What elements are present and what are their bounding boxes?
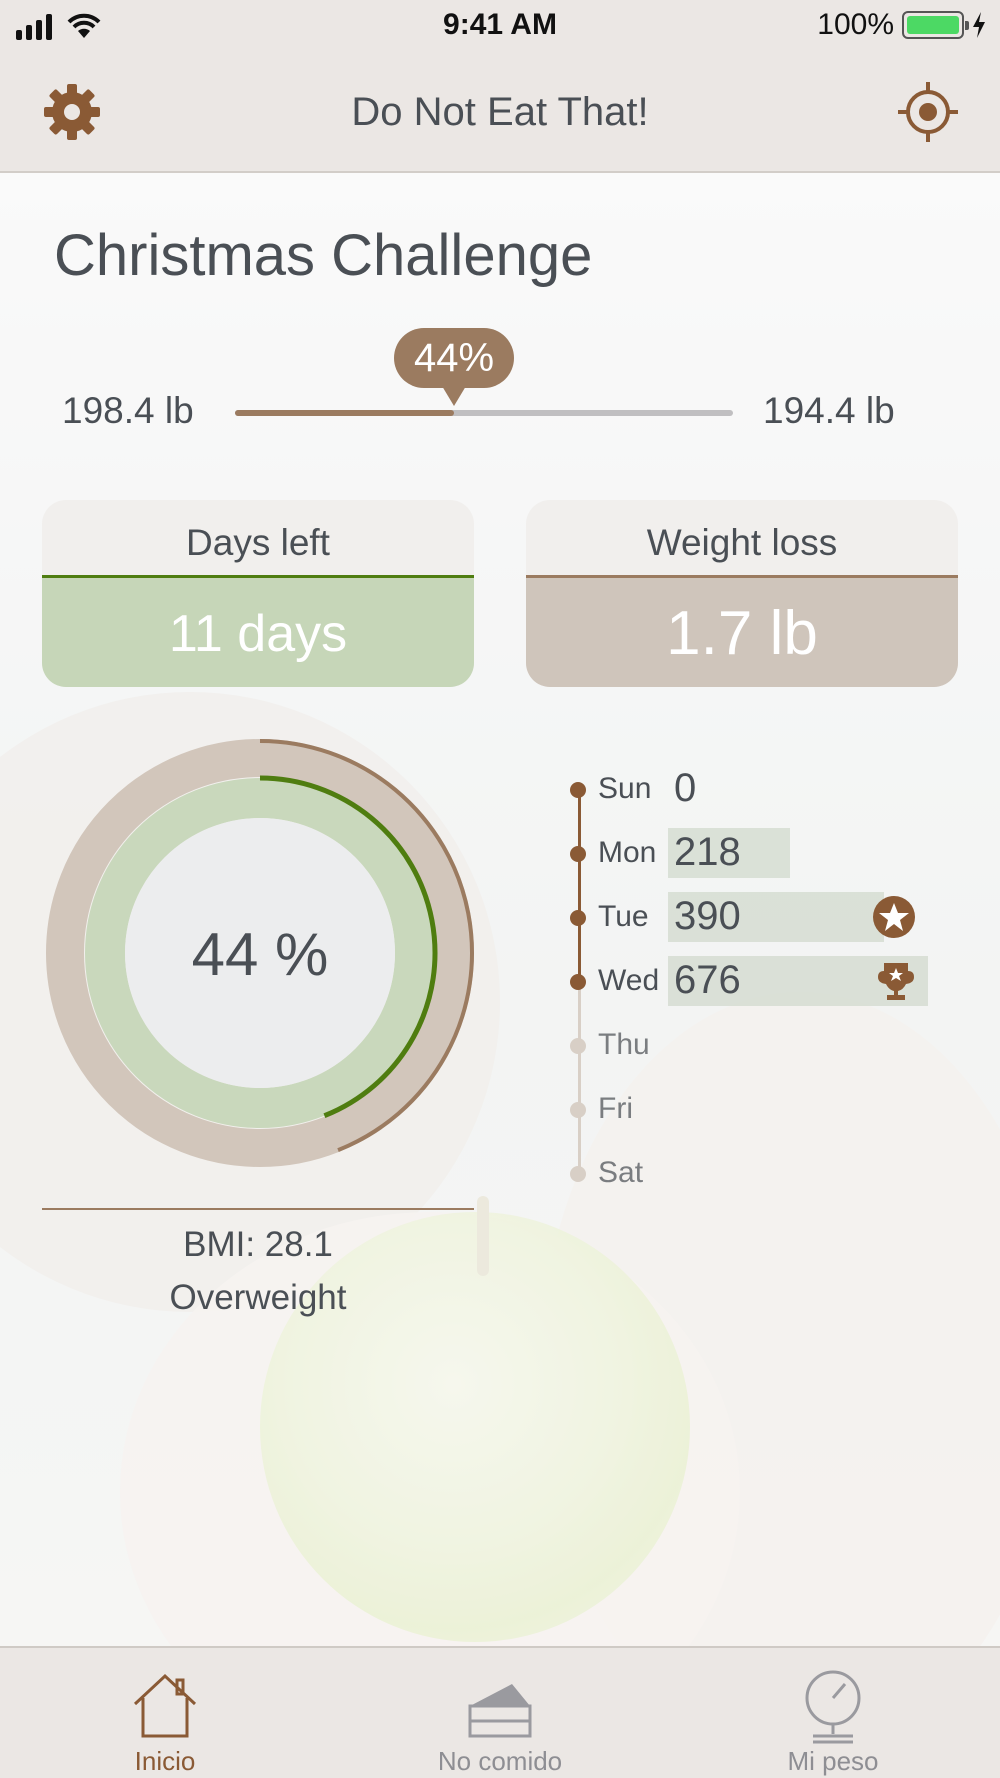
timeline-dot — [570, 974, 586, 990]
tab-no-comido-label: No comido — [437, 1746, 563, 1776]
timeline-dot — [570, 1038, 586, 1054]
weight-progress-fill — [235, 410, 454, 416]
days-left-label: Days left — [42, 500, 474, 578]
timeline-day-label: Thu — [598, 1028, 650, 1061]
days-left-card: Days left 11 days — [42, 500, 474, 687]
tab-mi-peso-label: Mi peso — [787, 1746, 879, 1776]
scale-icon — [805, 1670, 861, 1744]
timeline-value: 218 — [674, 830, 741, 874]
status-bar-left — [16, 12, 102, 40]
tab-inicio[interactable]: Inicio — [55, 1648, 275, 1778]
challenge-title: Christmas Challenge — [54, 223, 593, 288]
timeline-row-tue: Tue 390 — [568, 892, 948, 942]
progress-bubble: 44% — [394, 328, 514, 406]
progress-ring — [46, 739, 474, 1167]
background-photo — [0, 172, 1000, 1646]
bmi-divider — [42, 1208, 474, 1210]
timeline-dot — [570, 846, 586, 862]
star-badge-icon — [873, 896, 915, 938]
gear-icon[interactable] — [40, 80, 104, 144]
weight-loss-card: Weight loss 1.7 lb — [526, 500, 958, 687]
ring-outer-track — [46, 739, 474, 1167]
progress-bubble-tip — [442, 386, 466, 406]
battery-percent: 100% — [817, 8, 894, 41]
timeline-row-sun: Sun 0 — [568, 764, 948, 814]
bmi-value: BMI: 28.1 — [183, 1225, 333, 1264]
progress-bubble-label: 44% — [413, 336, 495, 380]
timeline-value: 390 — [674, 894, 741, 938]
battery-icon — [902, 11, 969, 39]
weight-progress-track — [235, 410, 733, 416]
target-icon[interactable] — [896, 80, 960, 144]
timeline-value: 0 — [674, 766, 697, 810]
status-bar: 9:41 AM 100% — [0, 0, 1000, 56]
timeline-row-wed: Wed 676 — [568, 956, 948, 1006]
timeline-day-label: Tue — [598, 900, 649, 933]
timeline-day-label: Wed — [598, 964, 660, 997]
status-time: 9:41 AM — [443, 8, 557, 41]
ring-outer-arc — [259, 739, 474, 1152]
ring-center — [125, 818, 395, 1088]
timeline-value: 676 — [674, 958, 741, 1002]
status-bar-right: 100% — [817, 8, 986, 42]
ring-inner-track — [85, 778, 435, 1128]
weight-loss-label: Weight loss — [526, 500, 958, 578]
timeline-day-label: Sat — [598, 1156, 644, 1189]
home-icon — [133, 1673, 197, 1738]
ring-percent-label: 44 % — [191, 921, 329, 988]
navigation-bar: Do Not Eat That! — [0, 56, 1000, 173]
cake-icon — [468, 1684, 532, 1738]
background-apple-stem — [477, 1196, 489, 1276]
timeline-dot — [570, 782, 586, 798]
timeline-dot — [570, 1102, 586, 1118]
target-weight: 194.4 lb — [763, 390, 895, 431]
tab-inicio-label: Inicio — [134, 1746, 196, 1776]
timeline-day-label: Sun — [598, 772, 652, 805]
timeline-value-bar — [668, 828, 790, 878]
page-title: Do Not Eat That! — [351, 90, 649, 134]
timeline-row-mon: Mon 218 — [568, 828, 948, 878]
charging-icon — [973, 12, 985, 38]
timeline-value-bar — [668, 892, 884, 942]
timeline-dot — [570, 1166, 586, 1182]
signal-icon — [16, 12, 52, 40]
timeline-row-thu: Thu — [568, 1020, 948, 1070]
days-left-value: 11 days — [42, 578, 474, 687]
wifi-icon — [67, 13, 101, 38]
timeline-row-fri: Fri — [568, 1084, 948, 1134]
tab-bar: Inicio No comido Mi peso — [0, 1646, 1000, 1778]
tab-no-comido[interactable]: No comido — [390, 1648, 610, 1778]
timeline-day-label: Mon — [598, 836, 657, 869]
background-apple — [260, 1212, 690, 1642]
bmi-category: Overweight — [169, 1278, 347, 1317]
trophy-badge-icon — [878, 963, 914, 1000]
timeline-line-completed — [578, 790, 581, 986]
timeline-day-label: Fri — [598, 1092, 633, 1125]
weight-loss-value: 1.7 lb — [526, 578, 958, 687]
tab-mi-peso[interactable]: Mi peso — [723, 1648, 943, 1778]
timeline-dot — [570, 910, 586, 926]
timeline-row-sat: Sat — [568, 1148, 948, 1198]
timeline-line-upcoming — [578, 986, 581, 1178]
ring-inner-arc — [259, 775, 438, 1119]
start-weight: 198.4 lb — [62, 390, 194, 431]
